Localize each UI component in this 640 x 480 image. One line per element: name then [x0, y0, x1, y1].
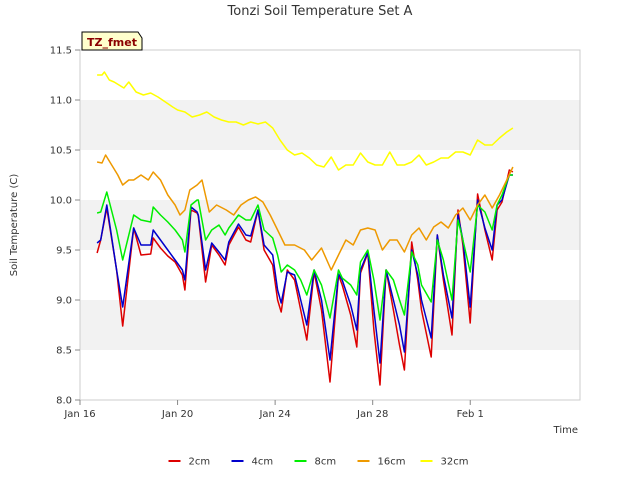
legend-label-8cm: 8cm: [315, 457, 337, 468]
badge: TZ_fmet: [81, 31, 143, 51]
plot-bands: [80, 50, 580, 400]
x-tick-label: Jan 28: [356, 409, 388, 420]
y-tick-label: 10.0: [50, 196, 72, 207]
series-line-4cm: [96, 174, 513, 364]
x-tick-label: Feb 1: [457, 409, 484, 420]
badge-label: TZ_fmet: [87, 36, 137, 49]
y-tick-label: 8.0: [56, 396, 72, 407]
y-tick-label: 9.0: [56, 296, 72, 307]
y-axis: 8.0 8.5 9.0 9.5 10.0 10.5 11.0 11.5: [50, 46, 80, 407]
legend-label-4cm: 4cm: [252, 457, 274, 468]
plot-band: [80, 300, 580, 350]
legend-label-16cm: 16cm: [378, 457, 406, 468]
y-tick-label: 8.5: [56, 346, 72, 357]
y-tick-label: 9.5: [56, 246, 72, 257]
legend-label-2cm: 2cm: [189, 457, 211, 468]
y-tick-label: 11.0: [50, 96, 72, 107]
y-axis-title: Soil Temperature (C): [9, 174, 20, 277]
x-tick-label: Jan 20: [161, 409, 193, 420]
plot-band: [80, 250, 580, 300]
plot-area: [79, 49, 581, 401]
badge-box: [81, 31, 143, 51]
series-line-16cm: [96, 154, 514, 271]
x-tick-label: Jan 24: [258, 409, 290, 420]
legend-label-32cm: 32cm: [441, 457, 469, 468]
y-tick-label: 10.5: [50, 146, 72, 157]
plot-band: [80, 200, 580, 250]
x-axis-title: Time: [553, 425, 578, 436]
series-line-8cm: [96, 174, 513, 321]
legend: 2cm 4cm 8cm 16cm 32cm: [168, 457, 469, 468]
y-tick-label: 11.5: [50, 46, 72, 57]
series-line-32cm: [97, 71, 514, 171]
plot-band: [80, 50, 580, 100]
x-tick-label: Jan 16: [63, 409, 95, 420]
x-axis: Jan 16 Jan 20 Jan 24 Jan 28 Feb 1: [63, 400, 484, 420]
series-line-2cm: [96, 169, 514, 386]
chart-title: Tonzi Soil Temperature Set A: [227, 4, 413, 19]
plot-band: [80, 100, 580, 150]
series-lines: [96, 71, 514, 386]
